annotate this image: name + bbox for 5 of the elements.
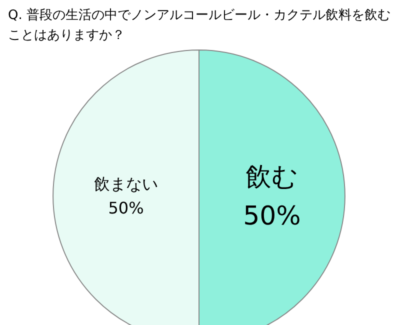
chart-title: Q. 普段の生活の中でノンアルコールビール・カクテル飲料を飲むことはありますか？	[8, 6, 392, 45]
slice-label: 飲む	[246, 162, 298, 193]
slice-label: 飲まない	[94, 174, 158, 194]
data-label: 50%	[243, 202, 301, 232]
data-label: 50%	[108, 198, 144, 218]
